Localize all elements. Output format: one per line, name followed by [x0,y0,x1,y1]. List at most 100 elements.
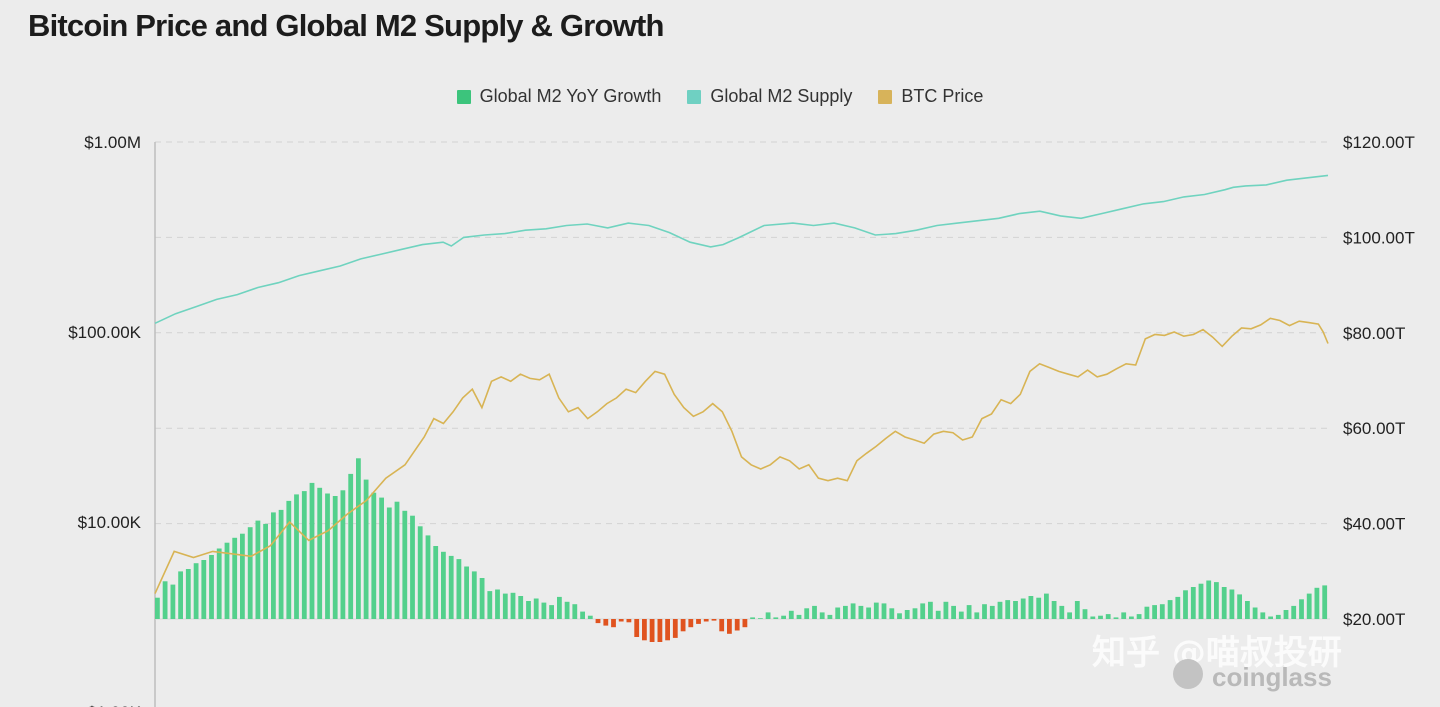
growth-bar-positive [881,603,887,619]
legend-item-m2-growth[interactable]: Global M2 YoY Growth [456,86,661,107]
growth-bar-positive [873,602,879,619]
growth-bar-positive [1152,605,1157,619]
growth-bar-positive [843,605,848,619]
growth-bar-negative [727,619,732,634]
right-tick-label: $100.00T [1343,228,1415,247]
btc-price-line [154,317,1329,594]
growth-bar-positive [1082,609,1088,619]
growth-bar-positive [827,614,833,619]
growth-bar-positive [587,615,593,619]
growth-bar-positive [812,605,817,619]
growth-bar-positive [533,598,539,619]
growth-bar-negative [665,619,670,641]
legend-swatch-m2-growth [456,89,471,104]
growth-bar-positive [471,571,477,619]
growth-bar-positive [966,605,972,619]
axis-tick-labels: $1.00M $100.00K $10.00K $1.00K $120.00T $100.… [68,133,1415,707]
left-tick-label: $1.00K [87,703,142,707]
growth-bar-positive [773,617,779,619]
growth-bar-positive [464,566,469,619]
growth-bar-positive [162,581,168,619]
growth-bar-positive [1221,587,1227,619]
growth-bar-positive [1291,605,1297,619]
growth-bar-positive [1113,617,1119,619]
growth-bar-negative [634,619,640,637]
legend-item-m2-supply[interactable]: Global M2 Supply [687,86,852,107]
growth-bar-positive [518,596,524,619]
growth-bar-positive [750,617,755,619]
growth-bar-positive [1129,616,1134,619]
growth-bar-positive [224,542,230,619]
growth-bar-positive [935,610,941,619]
growth-bar-positive [255,520,261,619]
growth-bar-positive [1028,596,1034,619]
growth-bar-positive [394,501,400,619]
growth-bar-negative [642,619,647,641]
growth-bar-negative [696,619,701,624]
growth-bar-negative [680,619,686,632]
growth-bar-positive [526,601,531,619]
growth-bar-positive [580,611,585,619]
growth-bar-positive [1260,612,1266,619]
growth-bar-positive [1198,583,1204,619]
growth-bar-positive [332,496,338,619]
growth-bar-positive [765,612,771,619]
growth-bar-positive [1036,597,1042,619]
legend-swatch-m2-supply [687,89,702,104]
growth-bar-positive [819,612,825,619]
chart-title: Bitcoin Price and Global M2 Supply & Gro… [28,8,664,43]
growth-bar-positive [788,610,794,619]
left-tick-label: $100.00K [68,323,141,342]
growth-bar-positive [356,458,361,619]
growth-bar-positive [456,559,462,619]
growth-bar-positive [1183,590,1188,619]
legend-swatch-btc-price [878,89,893,104]
right-tick-label: $40.00T [1343,515,1405,534]
growth-bar-negative [719,619,725,632]
growth-bar-positive [1206,580,1212,619]
growth-bar-positive [1005,600,1011,619]
growth-bar-positive [386,507,392,619]
growth-bar-positive [781,615,786,619]
growth-bar-positive [1283,610,1289,619]
growth-bar-positive [958,611,964,619]
growth-bar-positive [564,601,570,619]
growth-bar-negative [734,619,740,631]
growth-bar-positive [889,608,895,619]
growth-bar-positive [425,535,431,619]
growth-bar-positive [201,560,207,619]
growth-bar-negative [595,619,601,624]
growth-bar-positive [193,563,199,619]
growth-bar-positive [1306,593,1312,619]
growth-bar-positive [1051,601,1057,619]
legend-item-btc-price[interactable]: BTC Price [878,86,983,107]
right-tick-label: $20.00T [1343,610,1405,629]
growth-bar-positive [997,601,1003,619]
growth-bar-positive [1275,614,1281,619]
growth-bar-positive [433,546,439,619]
growth-bar-positive [572,604,578,619]
growth-bar-positive [1159,604,1165,619]
right-tick-label: $120.00T [1343,133,1415,152]
growth-bar-positive [448,555,454,619]
growth-bar-positive [232,537,238,619]
growth-bar-negative [657,619,663,642]
growth-bar-negative [703,619,709,622]
growth-bar-positive [363,479,369,619]
growth-bar-positive [1314,587,1320,619]
growth-bar-positive [1245,601,1250,619]
growth-bar-positive [982,604,987,619]
growth-bar-negative [626,619,632,623]
growth-bar-positive [1059,605,1065,619]
growth-bar-positive [348,473,354,619]
growth-bar-positive [441,551,446,619]
growth-bar-positive [1020,598,1026,619]
growth-bar-positive [1090,616,1096,619]
growth-bar-positive [1167,600,1173,619]
growth-bar-positive [247,527,253,619]
growth-bar-positive [1237,594,1242,619]
growth-bar-positive [866,607,871,619]
m2-supply-line [154,174,1329,325]
growth-bar-negative [711,619,717,621]
growth-bar-positive [928,601,933,619]
